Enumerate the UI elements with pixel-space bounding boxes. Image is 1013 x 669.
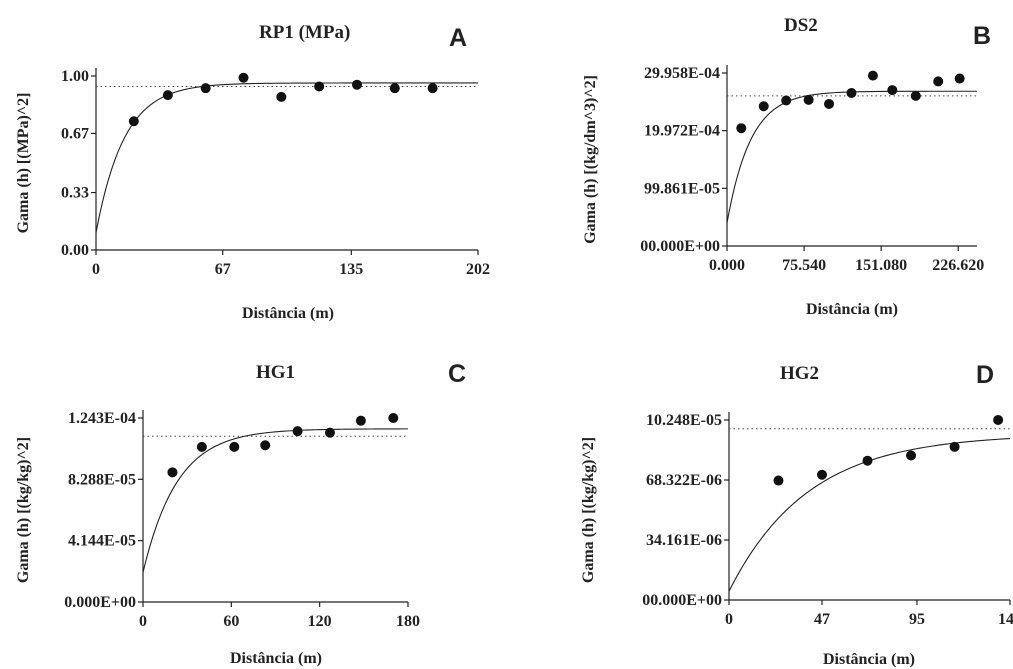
x-tick-label: 67 (215, 261, 231, 278)
y-tick-label: 4.144E-05 (68, 533, 136, 550)
x-tick-label: 120 (308, 613, 332, 630)
data-point (355, 415, 366, 426)
data-point (817, 469, 828, 480)
x-tick-label: 151.080 (855, 257, 907, 274)
y-tick-label: 00.000E+00 (640, 238, 720, 255)
data-point (862, 455, 873, 466)
y-axis-label: Gama (h) [(kg/dm^3)^2] (582, 75, 599, 244)
x-tick-label: 95 (909, 611, 925, 628)
variogram-panel-c: HG1 C 0 60 120 180 0.000E+00 4.144E-05 8.288E-05… (15, 360, 466, 667)
data-point (292, 426, 303, 437)
panel-letter: D (976, 361, 994, 389)
y-tick-label: 0.33 (61, 185, 89, 202)
data-point (324, 427, 335, 438)
x-axis-label: Distância (m) (806, 301, 898, 318)
x-axis-label: Distância (m) (823, 651, 915, 668)
chart-title: RP1 (MPa) (259, 22, 350, 43)
x-tick-label: 0 (139, 613, 147, 630)
variogram-panel-b: DS2 B 0.000 75.540 151.080 226.620 00.000E+00 9… (582, 15, 991, 318)
x-tick-label: 202 (466, 261, 490, 278)
x-tick-label: 0 (725, 611, 733, 628)
y-axis-label: Gama (h) [(kg/kg)^2] (15, 437, 32, 583)
data-point (949, 441, 960, 452)
data-point (867, 70, 878, 81)
variogram-panel-d: HG2 D 0 47 95 142 00.000E+00 34.161E-06 68.322E-… (580, 361, 1013, 668)
y-tick-label: 0.000E+00 (64, 594, 136, 611)
x-tick-label: 180 (396, 613, 420, 630)
data-point (910, 90, 921, 101)
data-point (167, 467, 178, 478)
data-point (200, 83, 211, 94)
chart-title: HG2 (780, 363, 819, 384)
data-point (954, 73, 965, 84)
data-point (736, 123, 747, 134)
data-point (824, 98, 835, 109)
data-point (196, 441, 207, 452)
x-tick-label: 60 (223, 613, 239, 630)
x-tick-label: 135 (339, 261, 363, 278)
y-tick-label: 29.958E-04 (644, 65, 720, 82)
data-point (389, 83, 400, 94)
model-curve (142, 428, 408, 573)
data-point (351, 79, 362, 90)
x-tick-label: 47 (814, 611, 830, 628)
data-point (773, 475, 784, 486)
data-point (758, 101, 769, 112)
data-point (162, 90, 173, 101)
y-tick-label: 0.67 (61, 125, 89, 142)
y-tick-label: 8.288E-05 (68, 471, 136, 488)
data-point (128, 116, 139, 127)
x-axis-label: Distância (m) (242, 305, 334, 322)
y-axis-label: Gama (h) [(MPa)^2] (15, 93, 32, 234)
panel-letter: C (448, 360, 466, 388)
x-tick-label: 0 (92, 261, 100, 278)
x-tick-label: 226.620 (932, 257, 984, 274)
y-axis-label: Gama (h) [(kg/kg)^2] (580, 437, 597, 583)
data-point (276, 91, 287, 102)
panel-letter: B (973, 22, 991, 50)
panel-letter: A (449, 24, 467, 52)
chart-title: DS2 (784, 15, 818, 36)
model-curve (95, 82, 478, 233)
data-point (906, 450, 917, 461)
y-tick-label: 68.322E-06 (646, 472, 722, 489)
data-point (238, 72, 249, 83)
y-tick-label: 1.243E-04 (68, 410, 136, 427)
y-tick-label: 34.161E-06 (646, 532, 722, 549)
y-tick-label: 10.248E-05 (646, 412, 722, 429)
y-tick-label: 99.861E-05 (644, 180, 720, 197)
data-point (388, 413, 399, 423)
data-point (887, 85, 898, 96)
variogram-panel-a: RP1 (MPa) A 0 67 135 202 0.00 0.33 0.67 1.00 Distâ… (15, 22, 490, 322)
data-point (260, 440, 271, 451)
y-tick-label: 0.00 (61, 242, 89, 259)
chart-title: HG1 (256, 362, 295, 383)
data-point (993, 414, 1004, 425)
x-axis-label: Distância (m) (230, 650, 322, 667)
x-tick-label: 142 (998, 611, 1013, 628)
data-point (314, 81, 325, 92)
x-tick-label: 0.000 (709, 257, 745, 274)
data-point (781, 95, 792, 106)
x-tick-label: 75.540 (782, 257, 826, 274)
data-point (229, 441, 240, 452)
data-point (803, 94, 814, 105)
y-tick-label: 19.972E-04 (644, 123, 720, 140)
data-point (933, 76, 944, 87)
y-tick-label: 1.00 (61, 68, 89, 85)
y-tick-label: 00.000E+00 (642, 592, 722, 609)
data-point (427, 83, 438, 94)
data-point (846, 87, 857, 98)
